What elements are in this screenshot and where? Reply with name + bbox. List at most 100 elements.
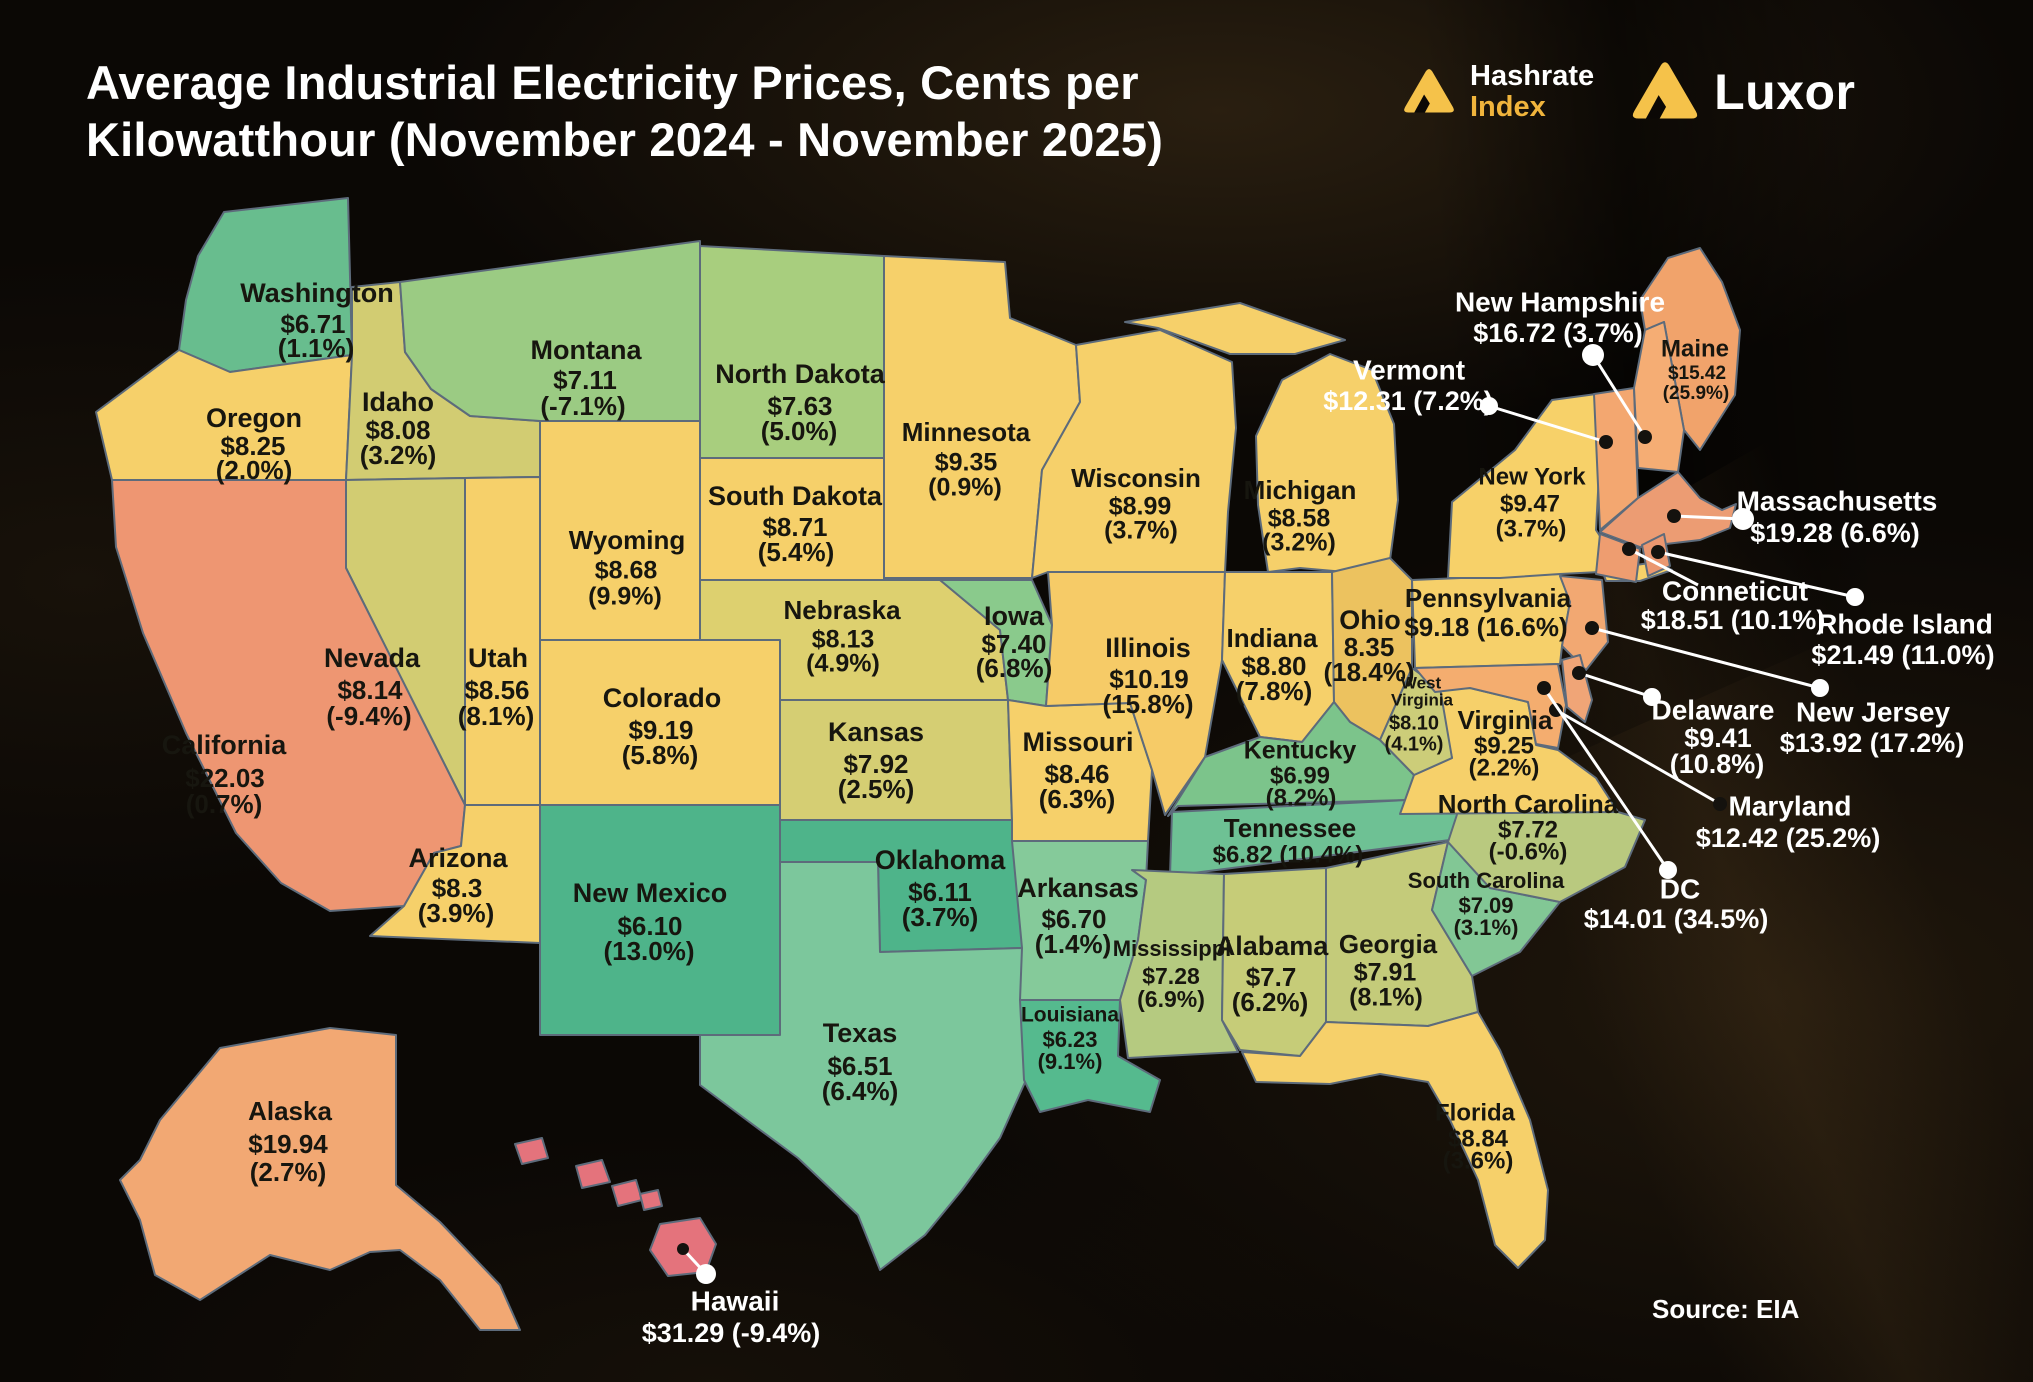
michigan-label: Michigan [1244,475,1357,505]
oregon-pct: (2.0%) [216,455,293,485]
florida-pct: (3.6%) [1443,1147,1514,1174]
north-carolina-label: North Carolina [1438,789,1619,819]
conneticut-callout-value: $18.51 (10.1%) [1641,605,1826,635]
vermont-leader-line [1488,404,1607,444]
hawaii-callout-label: Hawaii [691,1285,780,1316]
new-york-label: New York [1478,463,1586,490]
delaware-state-dot [1572,666,1586,680]
vermont-state-dot [1599,435,1613,449]
nevada-label: Nevada [324,643,421,673]
delaware-callout-pct: (10.8%) [1670,749,1765,779]
alaska-pct: (2.7%) [250,1157,327,1187]
state-hawaii-oahu [575,1159,611,1189]
nevada-price: $8.14 [337,675,403,705]
mississippi-pct: (6.9%) [1137,986,1205,1012]
state-kentucky [1167,701,1415,817]
hashrate-index-logo: Hashrate Index [1402,61,1594,123]
alabama-label: Alabama [1216,931,1330,961]
iowa-price: $7.40 [981,629,1046,659]
wyoming-price: $8.68 [595,557,658,585]
minnesota-label: Minnesota [902,417,1031,447]
new-jersey-state-dot [1585,621,1599,635]
logo-bar: Hashrate Index Luxor [1402,60,1856,124]
state-alaska [119,1027,521,1331]
utah-price: $8.56 [464,675,529,705]
indiana-pct: (7.8%) [1236,676,1313,706]
washington-pct: (1.1%) [278,333,355,363]
california-label: California [162,730,288,760]
virginia-label: Virginia [1458,705,1553,735]
illinois-price: $10.19 [1109,664,1189,694]
maine-pct: (25.9%) [1663,383,1730,404]
virginia-pct: (2.2%) [1469,754,1540,781]
michigan-price: $8.58 [1268,505,1331,533]
alabama-price: $7.7 [1246,962,1297,992]
oklahoma-pct: (3.7%) [902,902,979,932]
kentucky-label: Kentucky [1244,737,1357,765]
dc-callout-label: DC [1660,873,1700,904]
oregon-label: Oregon [206,403,302,433]
texas-price: $6.51 [827,1051,892,1081]
colorado-label: Colorado [603,683,722,713]
dc-leader-line [1542,687,1670,871]
conneticut-leader-line [1628,547,1699,587]
iowa-pct: (6.8%) [976,653,1053,683]
conneticut-callout-label: Conneticut [1662,575,1808,606]
missouri-pct: (6.3%) [1039,784,1116,814]
tennessee-label: Tennessee [1224,813,1356,843]
south-dakota-price: $8.71 [762,512,827,542]
massachusetts-callout-value: $19.28 (6.6%) [1750,518,1920,548]
arizona-pct: (3.9%) [418,898,495,928]
washington-label: Washington [240,278,393,308]
new-hampshire-label-dot [1582,344,1604,366]
south-dakota-label: South Dakota [708,481,883,511]
nevada-pct: (-9.4%) [326,701,411,731]
hawaii-label-dot [696,1264,716,1284]
kansas-price: $7.92 [843,749,908,779]
north-dakota-price: $7.63 [767,391,832,421]
hashrate-triangle-icon [1404,69,1454,113]
callout-leaders [677,344,1864,1284]
louisiana-pct: (9.1%) [1038,1049,1103,1074]
rhode-island-label-dot [1846,588,1864,606]
arizona-price: $8.3 [432,873,483,903]
utah-label: Utah [468,643,528,673]
state-utah [464,476,541,806]
nebraska-price: $8.13 [812,626,875,654]
new-mexico-price: $6.10 [617,911,682,941]
state-hawaii-kauai [514,1137,549,1165]
nebraska-label: Nebraska [783,595,901,625]
wisconsin-pct: (3.7%) [1104,517,1178,545]
wyoming-pct: (9.9%) [588,583,662,611]
luxor-triangle-icon [1632,62,1698,119]
maine-price: $15.42 [1668,363,1726,384]
louisiana-price: $6.23 [1042,1027,1097,1052]
state-west-virginia [1379,667,1453,776]
maryland-callout-label: Maryland [1729,790,1852,821]
vermont-callout-value: $12.31 (7.2%) [1323,386,1493,416]
delaware-leader-line [1578,671,1653,699]
state-maryland [1414,663,1567,749]
nebraska-pct: (4.9%) [806,650,880,678]
pennsylvania-label: Pennsylvania [1405,583,1572,613]
new-jersey-callout-label: New Jersey [1796,696,1951,727]
new-jersey-label-dot [1811,679,1829,697]
west-virginia-pct: (4.1%) [1385,733,1444,755]
arkansas-price: $6.70 [1041,904,1106,934]
delaware-callout-label: Delaware [1652,694,1775,725]
new-mexico-label: New Mexico [573,878,728,908]
wyoming-label: Wyoming [569,525,686,555]
illinois-label: Illinois [1105,633,1191,663]
indiana-label: Indiana [1226,623,1318,653]
maryland-leader-line [1555,708,1721,806]
kentucky-price: $6.99 [1270,762,1330,789]
south-carolina-pct: (3.1%) [1454,915,1519,940]
utah-pct: (8.1%) [458,701,535,731]
minnesota-price: $9.35 [935,449,998,477]
delaware-callout-price: $9.41 [1684,723,1752,753]
georgia-label: Georgia [1339,929,1438,959]
mississippi-label: Mississippi [1113,936,1232,961]
alabama-pct: (6.2%) [1232,987,1309,1017]
state-louisiana [1019,999,1161,1113]
